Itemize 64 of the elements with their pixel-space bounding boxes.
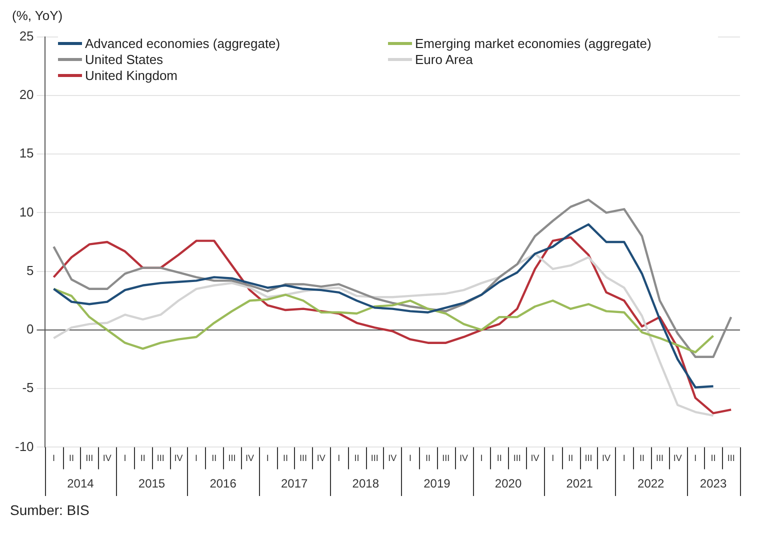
x-tick-label: III	[86, 453, 94, 464]
x-tick-label: IV	[602, 453, 611, 464]
y-tick-label: 15	[19, 146, 34, 161]
text: 2014	[67, 476, 94, 490]
x-tick-label: II	[140, 453, 146, 464]
y-tick-label: 0	[26, 322, 34, 337]
x-tick-label: IV	[246, 453, 254, 464]
x-tick-label: I	[480, 453, 483, 464]
x-tick-label: IV	[673, 453, 682, 464]
text: 2018	[352, 476, 380, 490]
legend-label: United States	[85, 52, 164, 67]
y-tick-label: 5	[26, 262, 34, 278]
legend-label: United Kingdom	[85, 68, 178, 83]
y-tick-label: 10	[19, 204, 34, 220]
x-tick-label: I	[52, 453, 55, 464]
x-tick-label: IV	[102, 453, 112, 464]
text: 2017	[281, 476, 308, 490]
x-tick-label: III	[228, 453, 236, 464]
x-tick-label: III	[513, 453, 521, 464]
text: 2023	[700, 476, 727, 490]
x-tick-label: I	[552, 453, 554, 464]
legend-label: Euro Area	[415, 52, 473, 67]
x-tick-label: II	[568, 453, 574, 464]
x-tick-label: I	[338, 453, 340, 464]
x-tick-label: II	[639, 453, 644, 464]
x-tick-label: II	[212, 453, 217, 464]
x-tick-label: III	[727, 453, 735, 464]
y-tick-label: -5	[22, 380, 34, 396]
x-tick-label: III	[370, 453, 378, 464]
x-tick-label: I	[195, 453, 198, 464]
x-tick-label: I	[124, 453, 126, 464]
x-tick-label: II	[69, 453, 74, 464]
x-tick-label: II	[354, 453, 360, 464]
x-tick-label: IV	[388, 453, 397, 464]
text: Sumber: BIS	[10, 502, 90, 518]
text: 2021	[566, 476, 594, 490]
legend-label: Advanced economies (aggregate)	[85, 36, 280, 51]
x-tick-label: II	[710, 453, 716, 464]
x-tick-label: I	[408, 453, 412, 464]
x-tick-label: I	[694, 453, 697, 464]
x-tick-label: II	[426, 453, 431, 464]
text: 2019	[424, 476, 451, 490]
y-tick-label: 20	[19, 87, 34, 102]
text: 2016	[210, 476, 237, 490]
x-tick-label: III	[442, 453, 450, 464]
x-tick-label: II	[282, 453, 288, 464]
x-tick-label: III	[656, 453, 664, 464]
x-tick-label: IV	[316, 453, 326, 464]
y-tick-label: 25	[19, 28, 34, 44]
x-tick-label: I	[266, 453, 269, 464]
x-tick-label: III	[584, 453, 592, 464]
x-tick-label: III	[156, 453, 164, 464]
x-tick-label: III	[300, 453, 308, 464]
x-tick-label: I	[622, 453, 626, 464]
text: 2020	[494, 476, 522, 490]
legend-label: Emerging market economies (aggregate)	[415, 36, 652, 51]
x-tick-label: IV	[174, 453, 183, 464]
x-tick-label: IV	[459, 453, 468, 464]
text: 2022	[638, 476, 665, 490]
y-tick-label: -10	[14, 438, 34, 454]
x-tick-label: IV	[530, 453, 540, 464]
x-tick-label: II	[496, 453, 502, 464]
y-axis-title: (%, YoY)	[12, 8, 64, 25]
text: 2015	[138, 476, 166, 490]
